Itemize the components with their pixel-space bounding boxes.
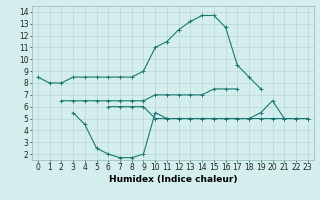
X-axis label: Humidex (Indice chaleur): Humidex (Indice chaleur) <box>108 175 237 184</box>
